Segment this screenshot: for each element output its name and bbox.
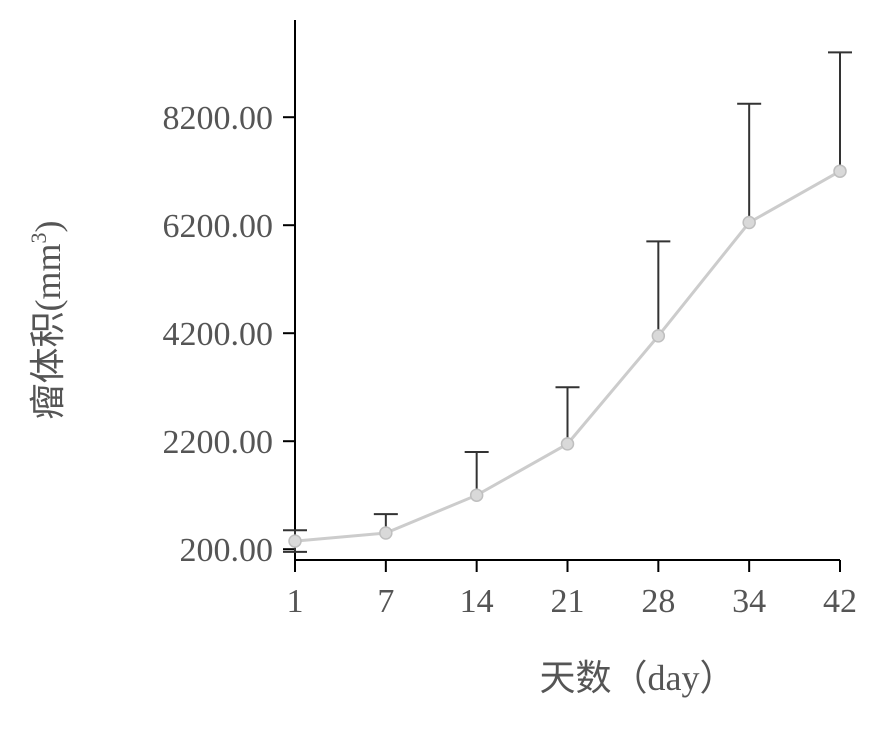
data-marker [289,535,301,547]
data-line [295,171,840,541]
y-tick-label: 200.00 [180,532,274,569]
data-marker [380,527,392,539]
x-tick-label: 14 [460,583,494,620]
y-tick-label: 8200.00 [163,100,274,137]
y-tick-label: 2200.00 [163,424,274,461]
data-marker [743,217,755,229]
x-tick-label: 7 [377,583,394,620]
data-marker [471,489,483,501]
y-axis-label-text: 瘤体积(mm3) [26,221,68,420]
data-marker [834,165,846,177]
x-tick-label: 28 [641,583,675,620]
data-marker [652,330,664,342]
data-marker [562,438,574,450]
x-tick-label: 34 [732,583,766,620]
x-tick-label: 42 [823,583,857,620]
x-tick-label: 1 [287,583,304,620]
y-axis-label: 瘤体积(mm3) [26,221,68,420]
x-tick-label: 21 [551,583,585,620]
x-axis-label: 天数（day） [540,658,736,698]
chart-container: 200.00 2200.00 4200.00 6200.00 8200.00 1 7 14 21… [0,0,874,742]
y-tick-label: 6200.00 [163,208,274,245]
line-chart: 200.00 2200.00 4200.00 6200.00 8200.00 1 7 14 21… [0,0,874,742]
y-tick-label: 4200.00 [163,316,274,353]
